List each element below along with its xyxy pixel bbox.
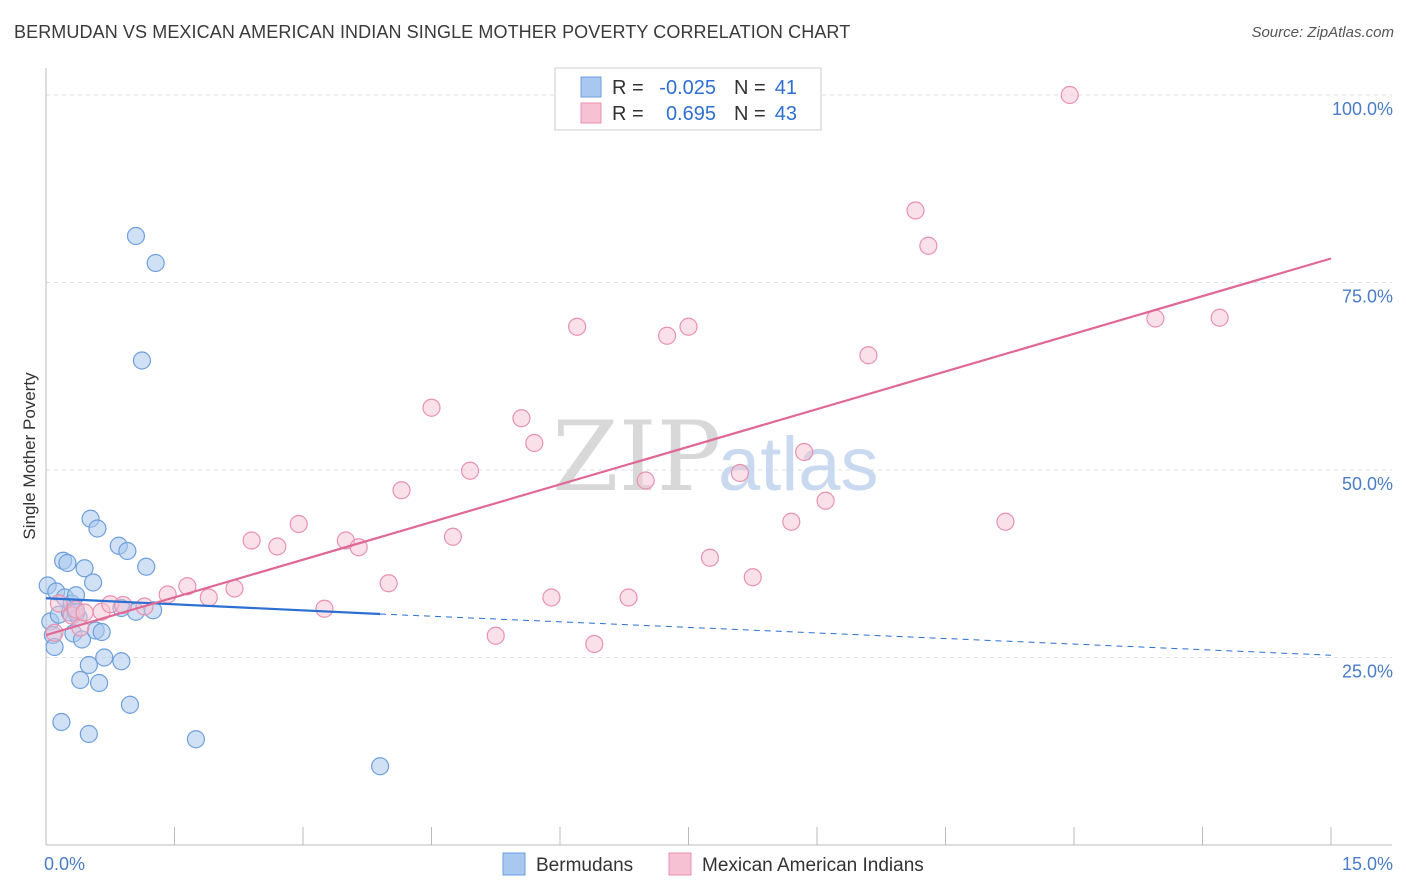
- series-legend: Bermudans Mexican American Indians: [502, 852, 924, 876]
- mexican-american-indians-point: [512, 409, 531, 428]
- bermudans-point: [79, 655, 98, 675]
- bermudans-point: [118, 541, 137, 561]
- mexican-american-indians-point: [1060, 85, 1079, 105]
- x-tick-label-min: 0.0%: [44, 854, 85, 874]
- x-tick-labels: 0.0% 15.0%: [44, 854, 1393, 874]
- mexican-american-indians-point: [730, 463, 750, 483]
- bermudans-point: [137, 557, 156, 576]
- y-tick-label-100: 100.0%: [1332, 99, 1393, 119]
- y-axis-label: Single Mother Poverty: [20, 372, 39, 540]
- bermudans-trend-line-extension: [380, 613, 1332, 656]
- mexican-american-indians-point: [619, 588, 638, 607]
- mexican-american-indians-points: [45, 85, 1229, 654]
- bermudans-point: [112, 652, 131, 671]
- mexican-american-indians-point: [795, 442, 814, 462]
- grid-lines: [46, 94, 1392, 658]
- watermark-atlas: atlas: [718, 422, 879, 507]
- mexican-american-indians-point: [315, 599, 334, 618]
- series-legend-label-mexican-american-indians: Mexican American Indians: [702, 855, 924, 876]
- x-tick-label-max: 15.0%: [1342, 854, 1393, 874]
- bermudans-point: [52, 712, 71, 732]
- series-legend-label-bermudans: Bermudans: [536, 855, 633, 876]
- mexican-american-indians-point: [422, 398, 441, 417]
- mexican-american-indians-point: [542, 588, 561, 607]
- bermudans-point: [371, 757, 390, 776]
- legend-r-value-blue: -0.025: [659, 77, 716, 99]
- watermark: ZIP atlas: [552, 401, 879, 513]
- mexican-american-indians-point: [585, 634, 604, 654]
- mexican-american-indians-point: [379, 574, 398, 593]
- legend-swatch-pink: [580, 102, 602, 124]
- mexican-american-indians-point: [268, 537, 287, 556]
- bermudans-point: [84, 573, 103, 592]
- y-tick-label-25: 25.0%: [1342, 662, 1393, 682]
- legend-swatch-blue: [580, 76, 602, 98]
- bermudans-point: [126, 226, 146, 246]
- mexican-american-indians-point: [242, 531, 261, 550]
- mexican-american-indians-point: [996, 512, 1015, 531]
- series-legend-swatch-mexican-american-indians: [668, 852, 692, 876]
- bermudans-point: [75, 559, 94, 578]
- mexican-american-indians-point: [657, 326, 677, 345]
- mexican-american-indians-point: [859, 346, 878, 365]
- y-tick-label-50: 50.0%: [1342, 474, 1393, 494]
- bermudans-point: [71, 670, 90, 690]
- bermudans-points: [38, 226, 390, 776]
- mexican-american-indians-point: [919, 236, 938, 255]
- correlation-legend: R = -0.025 N = 41 R = 0.695 N = 43: [554, 67, 822, 131]
- mexican-american-indians-point: [782, 512, 801, 531]
- mexican-american-indians-point: [486, 626, 505, 645]
- legend-n-label-blue: N =: [734, 77, 766, 99]
- legend-r-label-pink: R =: [612, 103, 644, 125]
- mexican-american-indians-point: [392, 481, 411, 500]
- bermudans-trend-line: [45, 597, 381, 616]
- mexican-american-indians-point: [525, 433, 544, 453]
- bermudans-point: [79, 724, 98, 744]
- mexican-american-indians-point: [568, 317, 587, 336]
- axes: [45, 68, 1392, 846]
- mexican-american-indians-point: [700, 548, 720, 567]
- y-tick-label-75: 75.0%: [1342, 287, 1393, 307]
- mexican-american-indians-point: [75, 603, 94, 622]
- trend-lines: [45, 257, 1332, 656]
- mexican-american-indians-point: [443, 527, 463, 546]
- mexican-american-indians-point: [743, 568, 762, 587]
- y-tick-labels: 25.0% 50.0% 75.0% 100.0%: [1332, 99, 1393, 682]
- mexican-american-indians-point: [906, 201, 925, 220]
- mexican-american-indians-point: [178, 577, 197, 596]
- mexican-american-indians-point: [289, 514, 308, 534]
- legend-n-label-pink: N =: [734, 103, 766, 125]
- mexican-american-indians-point: [1210, 308, 1229, 327]
- mexican-american-indians-point: [636, 471, 655, 490]
- mexican-american-indians-point: [679, 317, 698, 336]
- mexican-american-indians-point: [199, 588, 218, 607]
- bermudans-point: [120, 695, 140, 714]
- bermudans-point: [95, 648, 114, 667]
- series-legend-swatch-bermudans: [502, 852, 526, 876]
- source-credit: Source: ZipAtlas.com: [1251, 24, 1394, 41]
- mexican-american-indians-point: [816, 491, 835, 510]
- bermudans-point: [146, 253, 165, 273]
- bermudans-point: [90, 673, 109, 693]
- bermudans-point: [132, 351, 152, 370]
- legend-r-label-blue: R =: [612, 77, 644, 99]
- legend-n-value-pink: 43: [775, 103, 797, 125]
- mexican-american-indians-trend-line: [45, 257, 1332, 637]
- mexican-american-indians-point: [460, 461, 480, 480]
- watermark-zip: ZIP: [552, 401, 721, 513]
- bermudans-point: [58, 553, 77, 573]
- bermudans-point: [186, 730, 206, 749]
- legend-n-value-blue: 41: [775, 77, 797, 99]
- legend-r-value-pink: 0.695: [666, 103, 716, 125]
- chart-title: BERMUDAN VS MEXICAN AMERICAN INDIAN SING…: [14, 22, 851, 42]
- bermudans-point: [92, 622, 111, 642]
- bermudans-point: [88, 519, 107, 538]
